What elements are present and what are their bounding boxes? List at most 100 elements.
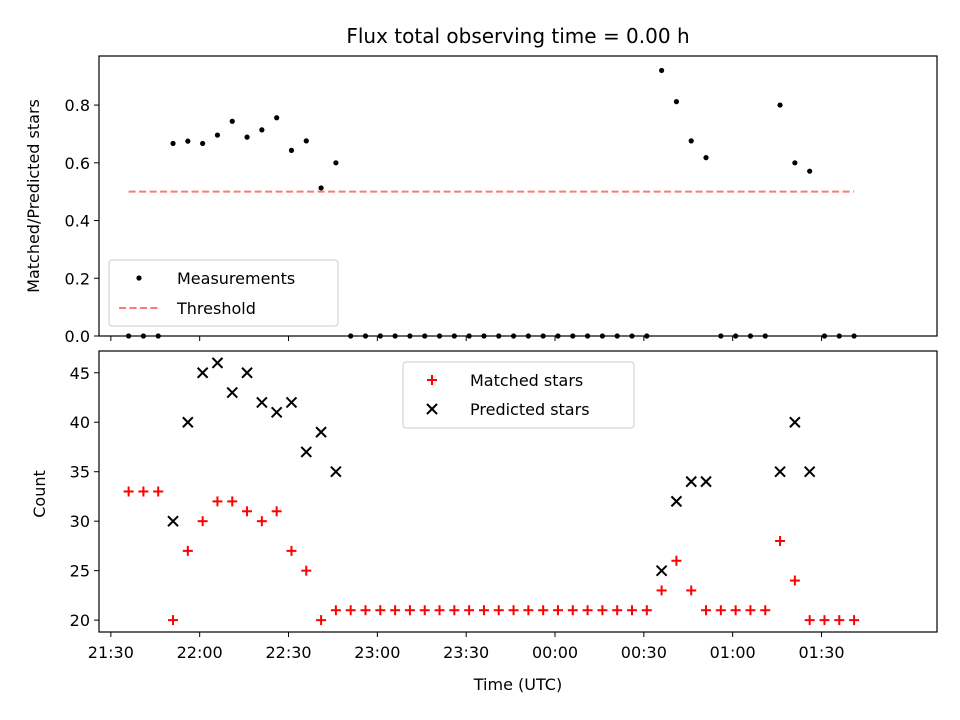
predicted-star-point bbox=[211, 357, 224, 369]
matched-star-point bbox=[138, 486, 149, 497]
predicted-star-point bbox=[300, 446, 312, 458]
matched-star-point bbox=[478, 605, 489, 616]
measurement-point bbox=[659, 67, 665, 74]
matched-star-point bbox=[419, 605, 430, 616]
matched-star-point bbox=[567, 605, 578, 616]
predicted-star-point bbox=[182, 416, 194, 428]
top-panel-y-label: Matched/Predicted stars bbox=[24, 99, 43, 293]
matched-star-point bbox=[641, 605, 652, 616]
matched-star-point bbox=[656, 585, 667, 596]
predicted-star-point bbox=[256, 396, 268, 409]
bottom-x-tick-label: 00:00 bbox=[532, 643, 578, 662]
predicted-star-point bbox=[774, 466, 786, 478]
top-y-tick-label: 0.0 bbox=[65, 327, 90, 346]
predicted-star-point bbox=[270, 406, 283, 419]
legend-threshold-label: Threshold bbox=[176, 299, 256, 318]
predicted-star-point bbox=[241, 367, 253, 379]
matched-star-point bbox=[552, 605, 563, 616]
x-axis-label: Time (UTC) bbox=[473, 675, 562, 694]
matched-star-point bbox=[449, 605, 460, 616]
bottom-y-tick-label: 45 bbox=[70, 364, 90, 383]
predicted-star-point bbox=[167, 515, 179, 527]
measurement-point bbox=[807, 168, 813, 174]
bottom-x-tick-label: 00:30 bbox=[621, 643, 667, 662]
legend-measurements-label: Measurements bbox=[177, 269, 295, 288]
top-y-tick-label: 0.8 bbox=[65, 96, 90, 115]
predicted-star-point bbox=[285, 396, 298, 409]
matched-star-point bbox=[612, 605, 623, 616]
predicted-star-point bbox=[789, 416, 801, 428]
matched-star-point bbox=[715, 605, 726, 616]
predicted-star-point bbox=[700, 475, 712, 488]
bottom-x-tick-label: 23:00 bbox=[354, 643, 400, 662]
matched-star-point bbox=[701, 605, 712, 616]
bottom-x-tick-label: 01:00 bbox=[710, 643, 756, 662]
top-y-tick-label: 0.4 bbox=[65, 212, 90, 231]
matched-star-point bbox=[123, 486, 134, 497]
measurement-point bbox=[274, 115, 280, 121]
matched-star-point bbox=[538, 605, 549, 616]
matched-star-point bbox=[671, 555, 682, 566]
matched-star-point bbox=[493, 605, 504, 616]
matched-star-point bbox=[775, 535, 786, 546]
bottom-panel-marks bbox=[123, 357, 860, 626]
chart-title: Flux total observing time = 0.00 h bbox=[346, 24, 689, 48]
bottom-panel-frame bbox=[98, 350, 938, 633]
bottom-y-tick-label: 25 bbox=[70, 562, 90, 581]
top-legend-frame bbox=[108, 259, 339, 327]
top-panel-x-ticks bbox=[110, 336, 823, 341]
bottom-y-tick-label: 20 bbox=[70, 611, 90, 630]
measurement-point bbox=[688, 138, 694, 144]
legend-predicted-label: Predicted stars bbox=[470, 400, 590, 419]
legend-matched-marker bbox=[427, 375, 437, 385]
measurement-point bbox=[185, 138, 191, 144]
matched-star-point bbox=[168, 615, 179, 626]
matched-star-point bbox=[153, 486, 164, 497]
measurement-point bbox=[214, 132, 221, 138]
matched-star-point bbox=[804, 615, 815, 626]
bottom-panel-y-axis: 20 25 30 35 40 45 bbox=[70, 364, 99, 630]
matched-star-point bbox=[345, 605, 356, 616]
bottom-x-tick-label: 21:30 bbox=[88, 643, 134, 662]
matched-star-point bbox=[256, 516, 267, 527]
bottom-x-tick-label: 22:00 bbox=[177, 643, 223, 662]
matched-star-point bbox=[271, 506, 282, 517]
predicted-star-point bbox=[315, 426, 327, 438]
matched-star-point bbox=[597, 605, 608, 616]
top-y-tick-label: 0.2 bbox=[65, 269, 90, 288]
matched-star-point bbox=[730, 605, 741, 616]
matched-star-point bbox=[301, 565, 312, 576]
top-panel-y-axis: 0.0 0.2 0.4 0.6 0.8 bbox=[65, 96, 99, 346]
matched-star-point bbox=[789, 575, 800, 586]
measurement-point bbox=[170, 140, 176, 147]
matched-star-point bbox=[834, 615, 845, 626]
measurement-point bbox=[703, 155, 709, 161]
bottom-panel-y-label: Count bbox=[30, 470, 49, 518]
legend-matched-label: Matched stars bbox=[470, 371, 583, 390]
bottom-y-tick-label: 40 bbox=[70, 413, 90, 432]
bottom-x-tick-label: 01:30 bbox=[798, 643, 844, 662]
matched-star-point bbox=[212, 496, 223, 507]
measurement-point bbox=[792, 160, 798, 166]
matched-star-point bbox=[849, 615, 860, 626]
predicted-star-point bbox=[655, 564, 668, 577]
predicted-star-point bbox=[330, 466, 342, 478]
measurement-point bbox=[303, 138, 309, 144]
matched-star-point bbox=[582, 605, 593, 616]
matched-star-point bbox=[197, 516, 208, 527]
top-panel-legend: Measurements Threshold bbox=[108, 259, 339, 327]
top-panel-marks bbox=[126, 67, 857, 339]
bottom-legend-frame bbox=[402, 361, 635, 429]
measurement-point bbox=[229, 118, 235, 124]
bottom-y-tick-label: 30 bbox=[70, 512, 90, 531]
matched-star-point bbox=[760, 605, 771, 616]
matched-star-point bbox=[227, 496, 238, 507]
matched-star-point bbox=[375, 605, 386, 616]
matched-star-point bbox=[182, 545, 193, 556]
top-panel-frame bbox=[98, 55, 938, 337]
measurement-point bbox=[318, 185, 324, 191]
matched-star-point bbox=[508, 605, 519, 616]
matched-star-point bbox=[286, 545, 297, 556]
